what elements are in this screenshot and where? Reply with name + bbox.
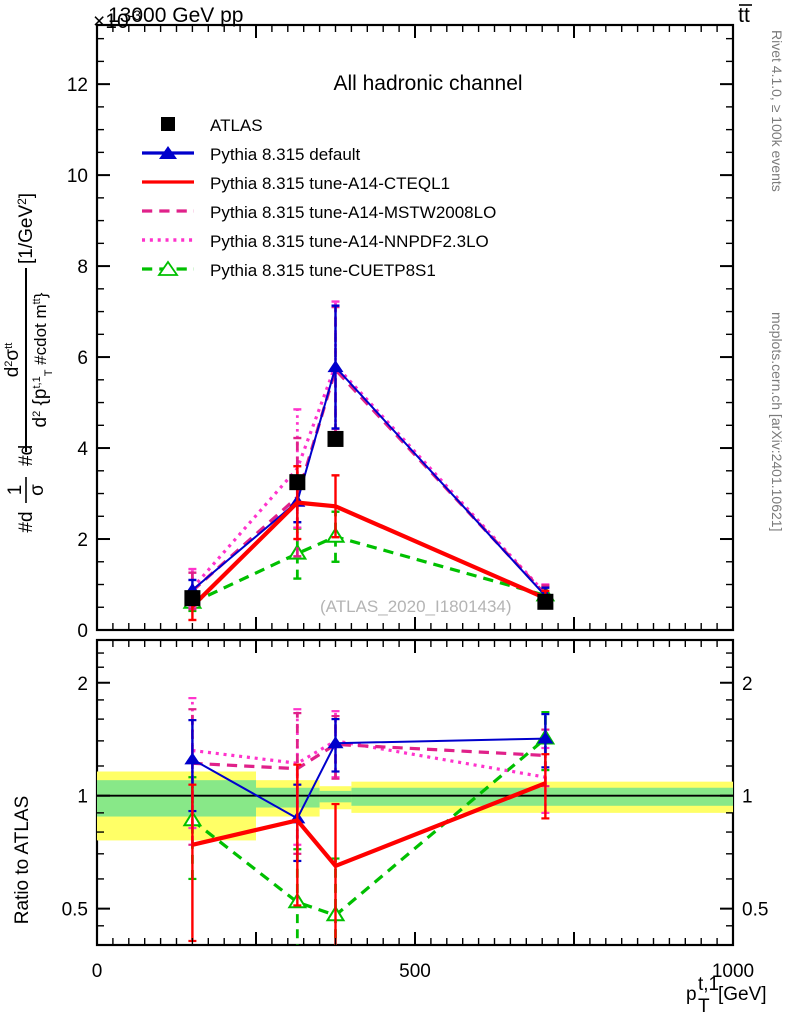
ratio-y-tick-label: 2 bbox=[77, 674, 88, 695]
series-line bbox=[191, 365, 547, 597]
series-line bbox=[191, 535, 546, 605]
legend-marker-triangle-open bbox=[157, 260, 179, 276]
collision-energy-title: 13000 GeV pp bbox=[108, 4, 243, 27]
ratio-panel: 0.5 0.5 1 1 2 2 0 500 1000 bbox=[62, 638, 769, 982]
ratio-series-line bbox=[191, 737, 546, 820]
ratio-series-line bbox=[192, 739, 546, 779]
atlas-data-point bbox=[537, 593, 554, 610]
ratio-band-green bbox=[97, 780, 256, 817]
legend-label: Pythia 8.315 tune-CUETP8S1 bbox=[210, 261, 436, 280]
legend-label: Pythia 8.315 tune-A14-NNPDF2.3LO bbox=[210, 232, 489, 251]
svg-text:d2σtt: d2σtt bbox=[2, 343, 23, 378]
svg-text:#d: #d bbox=[16, 445, 37, 466]
main-panel-y-tick-labels: 0 2 4 6 8 10 12 bbox=[67, 75, 89, 642]
atlas-data-point bbox=[289, 474, 306, 491]
ratio-marker-triangle bbox=[537, 731, 554, 744]
ratio-band-green bbox=[319, 790, 352, 803]
series-line bbox=[191, 362, 547, 595]
ratio-panel-ticks bbox=[97, 639, 733, 946]
main-panel: 0 2 4 6 8 10 12 bbox=[67, 23, 735, 642]
header: ×10-3 13000 GeV pp tt bbox=[93, 4, 752, 33]
main-y-tick-label: 12 bbox=[67, 75, 88, 96]
legend-entry: Pythia 8.315 tune-A14-MSTW2008LO bbox=[142, 203, 496, 222]
ratio-y-tick-label-right: 1 bbox=[742, 787, 753, 808]
mcplots-source-note: mcplots.cern.ch [arXiv:2401.10621] bbox=[769, 312, 785, 531]
legend-marker-square bbox=[161, 117, 175, 131]
ratio-band-green bbox=[351, 787, 733, 806]
ratio-y-tick-label: 0.5 bbox=[62, 900, 88, 921]
process-title: tt bbox=[738, 4, 750, 27]
svg-text:[GeV]: [GeV] bbox=[718, 984, 767, 1005]
ratio-uncertainty-bands bbox=[97, 771, 733, 841]
legend-entry: Pythia 8.315 default bbox=[142, 145, 361, 164]
x-axis-label: p t,1 T [GeV] bbox=[686, 974, 767, 1017]
ratio-y-tick-label: 1 bbox=[77, 787, 88, 808]
svg-text:T: T bbox=[698, 996, 710, 1017]
x-axis-tick-labels: 0 500 1000 bbox=[92, 961, 754, 982]
main-y-tick-label: 10 bbox=[67, 166, 88, 187]
series-line bbox=[190, 500, 547, 608]
legend-label: Pythia 8.315 tune-A14-MSTW2008LO bbox=[210, 203, 496, 222]
legend-entry: Pythia 8.315 tune-CUETP8S1 bbox=[142, 260, 436, 280]
ratio-panel-y-tick-labels: 0.5 0.5 1 1 2 2 bbox=[62, 674, 769, 921]
analysis-watermark: (ATLAS_2020_I1801434) bbox=[320, 597, 512, 616]
legend-marker-triangle bbox=[159, 146, 177, 159]
main-y-tick-label: 6 bbox=[77, 348, 88, 369]
ratio-y-axis-label: Ratio to ATLAS bbox=[12, 796, 33, 925]
ratio-y-tick-label-right: 0.5 bbox=[742, 900, 768, 921]
x-tick-label: 1000 bbox=[712, 961, 754, 982]
ratio-series-line bbox=[191, 781, 547, 869]
x-tick-label: 500 bbox=[399, 961, 431, 982]
svg-text:σ: σ bbox=[27, 484, 48, 496]
atlas-data-point bbox=[184, 590, 201, 607]
legend-entry: ATLAS bbox=[161, 116, 263, 135]
svg-text:[1/GeV2]: [1/GeV2] bbox=[15, 193, 37, 264]
main-y-tick-label: 2 bbox=[77, 530, 88, 551]
rivet-version-note: Rivet 4.1.0, ≥ 100k events bbox=[769, 30, 785, 192]
legend: ATLAS Pythia 8.315 default Pythia 8.315 tu… bbox=[142, 116, 496, 280]
main-y-tick-label: 4 bbox=[77, 439, 88, 460]
legend-entry: Pythia 8.315 tune-A14-NNPDF2.3LO bbox=[142, 232, 489, 251]
x-tick-label: 0 bbox=[92, 961, 103, 982]
main-y-tick-label: 0 bbox=[77, 621, 88, 642]
legend-label: Pythia 8.315 default bbox=[210, 145, 361, 164]
main-y-tick-label: 8 bbox=[77, 257, 88, 278]
exponent-label: ×10-3 bbox=[93, 7, 141, 33]
svg-text:p: p bbox=[686, 984, 697, 1005]
series-line bbox=[191, 366, 547, 596]
legend-label: ATLAS bbox=[210, 116, 263, 135]
main-y-axis-label: #d 1 σ #d d2σtt d2 {pt,1T #cdot mtt} [1/… bbox=[2, 193, 55, 532]
data-marker-triangle bbox=[327, 360, 344, 373]
main-panel-data bbox=[182, 300, 556, 622]
legend-entry: Pythia 8.315 tune-A14-CTEQL1 bbox=[142, 174, 450, 193]
channel-title: All hadronic channel bbox=[333, 72, 522, 95]
atlas-data-point bbox=[327, 430, 344, 447]
svg-text:t,1: t,1 bbox=[698, 974, 719, 995]
ratio-marker-triangle bbox=[327, 736, 344, 749]
svg-text:d2 {pt,1T #cdot mtt}: d2 {pt,1T #cdot mtt} bbox=[30, 292, 55, 427]
main-panel-ticks bbox=[97, 25, 733, 631]
legend-label: Pythia 8.315 tune-A14-CTEQL1 bbox=[210, 174, 450, 193]
ratio-y-tick-label-right: 2 bbox=[742, 674, 753, 695]
ratio-band-green bbox=[256, 787, 320, 808]
ratio-marker-triangle bbox=[184, 752, 201, 765]
ratio-series-line bbox=[192, 742, 546, 771]
svg-text:1: 1 bbox=[5, 485, 26, 496]
ratio-panel-data bbox=[182, 697, 556, 945]
svg-text:#d: #d bbox=[16, 511, 37, 532]
